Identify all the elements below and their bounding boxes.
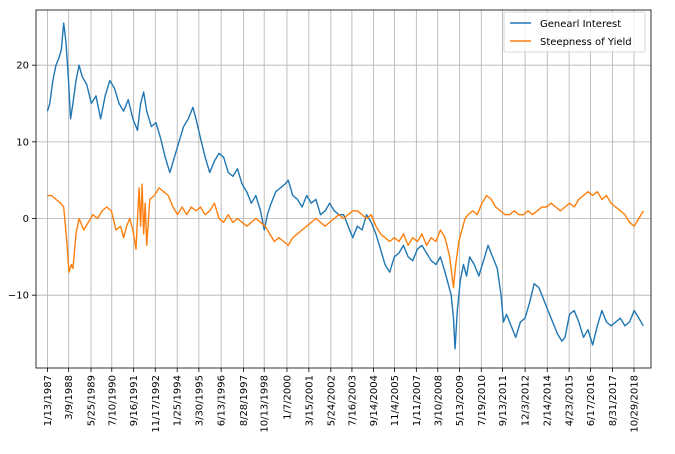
x-tick-label: 5/24/2002 (326, 375, 337, 426)
axis-layer: 1/13/1987 3/9/1988 5/25/1989 7/10/1990 9/16/… (8, 61, 641, 433)
x-tick-label: 4/23/2015 (565, 375, 576, 426)
x-tick-label: 3/10/2008 (433, 375, 444, 426)
series-line-genearl-interest (46, 22, 644, 350)
x-tick-label: 2/14/2014 (543, 375, 554, 426)
x-tick-label: 1/11/2007 (412, 375, 423, 426)
series-layer (46, 22, 644, 350)
x-tick-label: 3/9/1988 (64, 375, 75, 420)
x-tick-label: 11/4/2005 (390, 375, 401, 426)
legend-label-genearl-interest: Genearl Interest (540, 19, 621, 30)
x-tick-label: 1/13/1987 (43, 375, 54, 426)
y-tick-label: −10 (8, 291, 29, 302)
x-tick-label: 6/13/1996 (217, 375, 228, 426)
y-tick-label: 0 (23, 214, 29, 225)
legend: Genearl Interest Steepness of Yield (503, 11, 646, 53)
x-tick-label: 9/13/2011 (498, 375, 509, 426)
x-tick-label: 9/14/2004 (369, 375, 380, 426)
x-tick-label: 11/17/1992 (151, 375, 162, 433)
y-tick-label: 10 (16, 137, 29, 148)
x-tick-label: 6/17/2016 (586, 375, 597, 426)
series-line-steepness-of-yield (47, 183, 644, 289)
x-tick-label: 5/25/1989 (87, 375, 98, 426)
x-tick-label: 10/29/2018 (630, 375, 641, 433)
x-tick-label: 7/16/2003 (347, 375, 358, 426)
x-tick-label: 10/13/1998 (260, 375, 271, 433)
x-tick-label: 7/10/1990 (107, 375, 118, 426)
x-tick-label: 3/30/1995 (194, 375, 205, 426)
x-tick-label: 9/16/1991 (129, 375, 140, 426)
grid (36, 10, 651, 368)
x-tick-label: 5/13/2009 (455, 375, 466, 426)
x-tick-label: 8/28/1997 (239, 375, 250, 426)
legend-label-steepness-of-yield: Steepness of Yield (540, 37, 632, 48)
x-tick-label: 12/3/2012 (521, 375, 532, 426)
x-tick-label: 1/7/2000 (282, 375, 293, 420)
x-tick-label: 3/15/2001 (304, 375, 315, 426)
x-tick-label: 8/31/2017 (608, 375, 619, 426)
x-tick-label: 7/19/2010 (477, 375, 488, 426)
plot-frame (35, 9, 652, 369)
x-tick-label: 1/25/1994 (173, 375, 184, 426)
y-tick-label: 20 (16, 61, 29, 72)
legend-box (503, 11, 646, 53)
